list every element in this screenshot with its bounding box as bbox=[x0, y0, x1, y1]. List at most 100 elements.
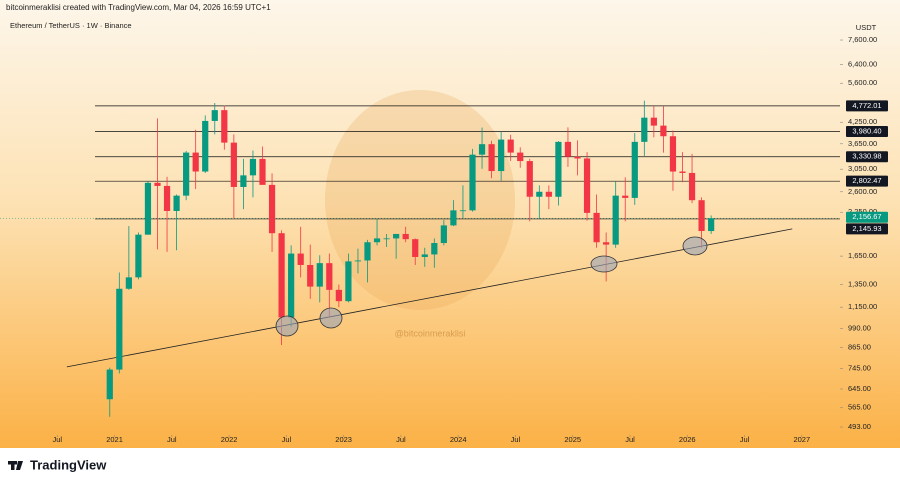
level-label: 3,330.98 bbox=[852, 152, 881, 161]
candle-body bbox=[183, 152, 190, 196]
watermark: @bitcoinmeraklisi bbox=[395, 328, 466, 338]
highlight-circle bbox=[275, 315, 299, 337]
level-label: 4,772.01 bbox=[852, 101, 881, 110]
x-tick-label: Jul bbox=[511, 435, 521, 444]
y-tick-label: 1,350.00 bbox=[848, 279, 877, 288]
level-label-box bbox=[846, 126, 888, 138]
x-tick-label: 2026 bbox=[679, 435, 696, 444]
y-tick-label: 3,650.00 bbox=[848, 139, 877, 148]
candle-body bbox=[335, 289, 342, 302]
x-tick-label: 2027 bbox=[793, 435, 810, 444]
candle-body bbox=[354, 260, 362, 262]
candle-body bbox=[517, 152, 524, 162]
candle-body bbox=[622, 195, 629, 198]
candle-body bbox=[297, 253, 304, 265]
x-tick-label: 2024 bbox=[450, 435, 467, 444]
currency: USDT bbox=[856, 23, 877, 32]
x-tick-label: Jul bbox=[282, 435, 292, 444]
candle-body bbox=[440, 225, 447, 244]
level-label: 2,145.93 bbox=[852, 224, 881, 233]
candle-body bbox=[326, 263, 333, 290]
plot: 7,600.00 6,400.00 5,600.00 4,250.00 3,650.00… bbox=[0, 35, 888, 444]
candle-body bbox=[688, 172, 696, 201]
candle-body bbox=[402, 233, 409, 240]
candle-body bbox=[173, 195, 180, 211]
candle-body bbox=[144, 182, 152, 235]
y-tick-label: 645.00 bbox=[848, 384, 871, 393]
candle-body bbox=[641, 117, 648, 142]
candle-body bbox=[383, 238, 390, 240]
candle-body bbox=[106, 369, 113, 400]
candle-body bbox=[478, 144, 486, 155]
highlight-circle bbox=[682, 236, 708, 256]
y-tick-label: 6,400.00 bbox=[848, 59, 877, 68]
candle-body bbox=[612, 195, 619, 245]
chart-title: Ethereum / TetherUS · 1W · Binance bbox=[10, 21, 132, 30]
candle-body bbox=[316, 263, 323, 287]
candle-body bbox=[555, 141, 562, 197]
x-tick-label: 2025 bbox=[564, 435, 581, 444]
candle-body bbox=[154, 182, 161, 186]
y-tick-label: 865.00 bbox=[848, 342, 871, 351]
y-tick-label: 990.00 bbox=[848, 323, 871, 332]
candle-body bbox=[660, 125, 667, 137]
candle-body bbox=[488, 144, 495, 172]
brand: TradingView bbox=[30, 457, 107, 472]
x-tick-label: Jul bbox=[167, 435, 177, 444]
x-tick-label: 2022 bbox=[221, 435, 238, 444]
highlight-circle bbox=[590, 255, 618, 273]
level-label-box bbox=[846, 100, 888, 112]
candle-body bbox=[307, 264, 314, 287]
candle-body bbox=[593, 212, 600, 243]
candle-body bbox=[650, 117, 657, 126]
level-label-box bbox=[846, 151, 888, 163]
candle-body bbox=[450, 210, 457, 226]
candle-body bbox=[393, 233, 400, 239]
y-tick-label: 1,150.00 bbox=[848, 302, 877, 311]
trendline bbox=[66, 228, 793, 368]
candle-body bbox=[574, 156, 581, 159]
candle-body bbox=[498, 139, 505, 172]
candle-body bbox=[421, 254, 428, 257]
candle-body bbox=[259, 158, 266, 185]
y-tick-label: 7,600.00 bbox=[848, 35, 877, 44]
candle-body bbox=[459, 210, 467, 212]
candle-body bbox=[278, 233, 285, 318]
candle-body bbox=[507, 139, 514, 153]
brand-logo bbox=[8, 461, 23, 470]
level-label: 3,980.40 bbox=[852, 127, 881, 136]
candle-body bbox=[125, 277, 132, 289]
candle-body bbox=[192, 152, 199, 172]
y-tick-label: 1,650.00 bbox=[848, 251, 877, 260]
candle-body bbox=[698, 200, 705, 232]
candle-body bbox=[135, 234, 142, 278]
candle-body bbox=[583, 158, 591, 213]
y-tick-label: 5,600.00 bbox=[848, 78, 877, 87]
y-tick-label: 2,250.00 bbox=[848, 207, 877, 216]
candle-body bbox=[669, 136, 677, 172]
level-label-box bbox=[846, 175, 888, 187]
candle-body bbox=[202, 120, 209, 172]
level-label-box bbox=[846, 223, 888, 235]
candle-body bbox=[211, 110, 218, 121]
candle-body bbox=[545, 191, 552, 197]
y-tick-label: 745.00 bbox=[848, 364, 871, 373]
candle-body bbox=[249, 158, 257, 176]
candle-body bbox=[603, 242, 610, 245]
candle-body bbox=[345, 261, 352, 302]
header: bitcoinmeraklisi created with TradingVie… bbox=[6, 3, 271, 12]
candle-body bbox=[526, 161, 533, 197]
last-price-box bbox=[846, 211, 888, 223]
candle-body bbox=[708, 218, 715, 232]
candle-body bbox=[230, 142, 237, 187]
candle-body bbox=[268, 184, 276, 234]
candle-body bbox=[364, 242, 371, 261]
candle-body bbox=[536, 191, 543, 197]
candle-body bbox=[679, 171, 686, 173]
candle-body bbox=[288, 253, 295, 318]
x-tick-label: Jul bbox=[52, 435, 62, 444]
candle-body bbox=[116, 288, 123, 370]
candle-body bbox=[373, 238, 381, 243]
